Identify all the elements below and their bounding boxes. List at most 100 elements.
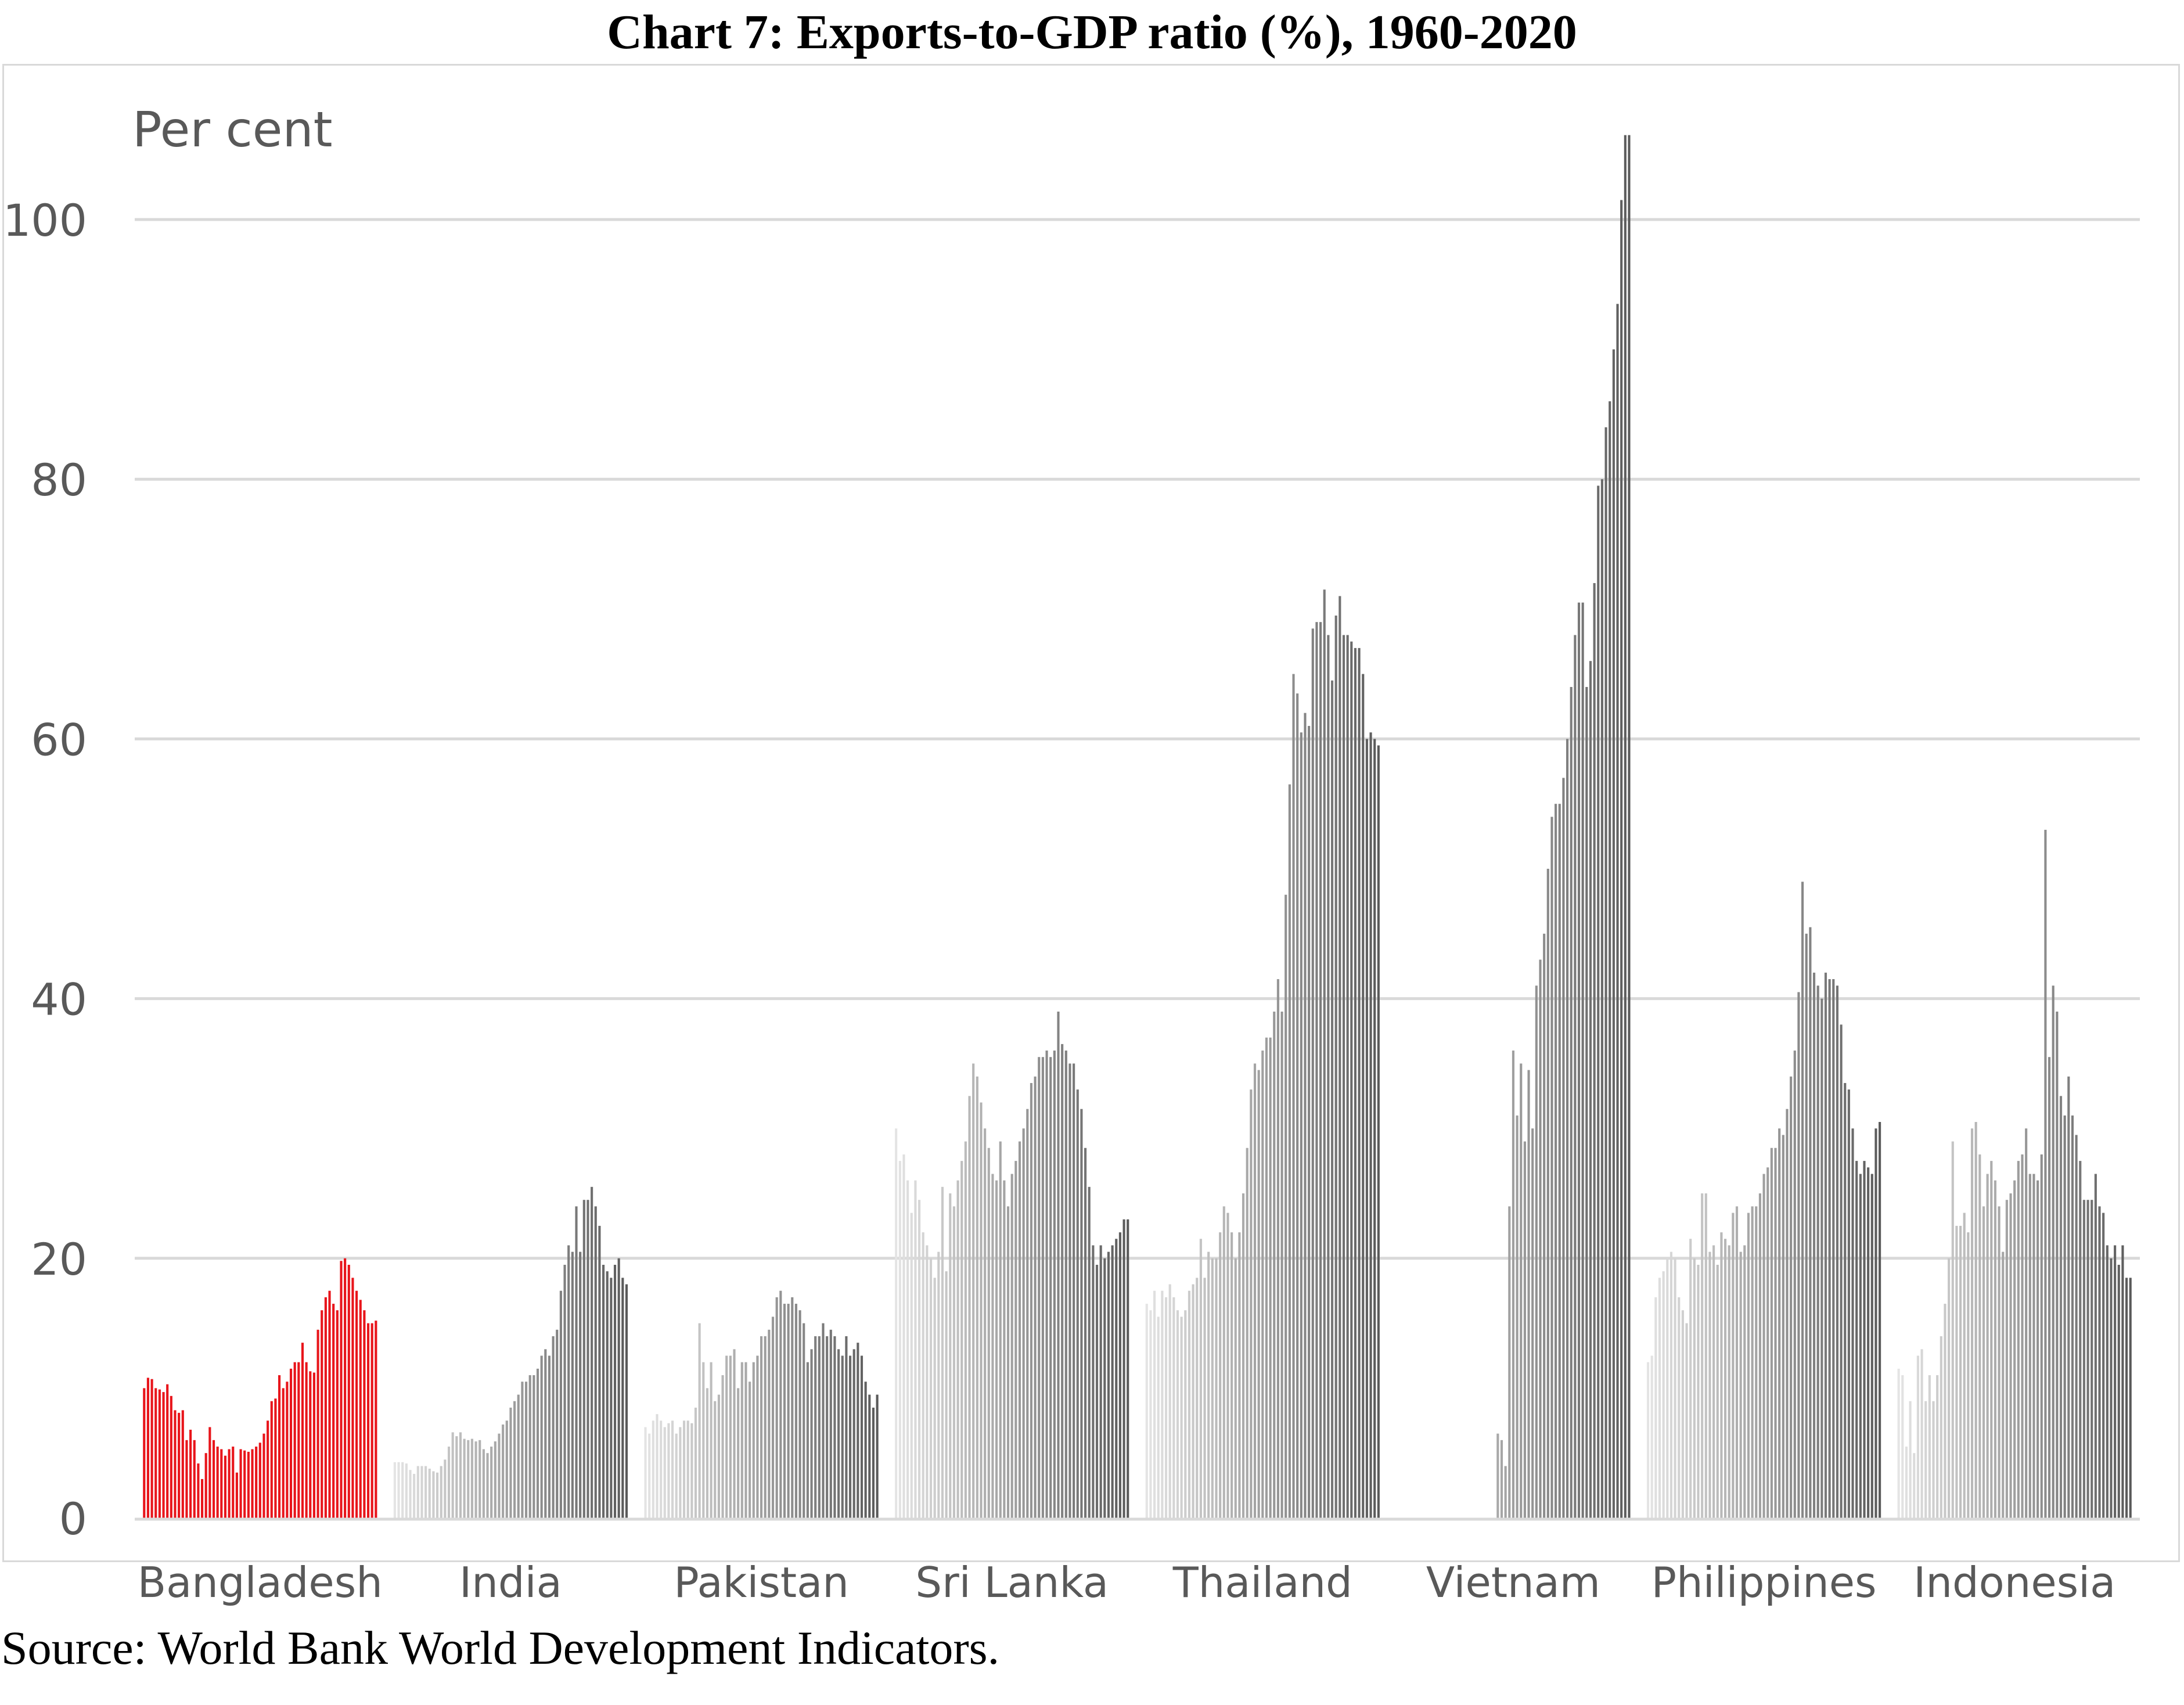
bar [2091,1200,2093,1518]
bar [956,1180,959,1518]
bar [2013,1180,2016,1518]
bar [1315,622,1318,1518]
bar [2056,1011,2059,1518]
bar [1073,1063,1075,1518]
bar [721,1375,724,1518]
bar [1593,583,1596,1518]
bar [729,1355,732,1518]
bar [467,1440,470,1518]
bar [1646,1362,1650,1518]
bar [686,1420,689,1518]
bar [1724,1239,1727,1518]
bar [1207,1251,1210,1518]
bar [1504,1466,1507,1518]
bar [848,1355,852,1518]
bar [154,1388,157,1518]
bar [2044,829,2047,1518]
x-category-label: Thailand [1172,1558,1352,1607]
bar [1153,1290,1156,1518]
bar [740,1362,743,1518]
bar [1339,596,1341,1518]
bar [482,1449,485,1518]
bar [1350,641,1353,1518]
bar [146,1377,149,1518]
bar [502,1425,505,1518]
bar [1879,1122,1881,1518]
bar [2117,1264,2120,1518]
bar-group-philippines [1646,882,1881,1518]
bar [1203,1278,1206,1518]
bar [301,1343,304,1518]
bar [255,1447,258,1518]
bar [1304,713,1307,1518]
bar [952,1206,955,1518]
bar [428,1469,431,1518]
bar [744,1362,747,1518]
gridlines [135,218,2140,1260]
bar [1978,1154,1981,1518]
bar [1280,1011,1283,1518]
bar [1531,1128,1534,1518]
bar-group-sri-lanka [895,1011,1129,1518]
bar [470,1438,473,1518]
y-tick-label: 20 [31,1233,87,1285]
bar [1539,959,1542,1518]
bar [972,1063,975,1518]
bar [926,1245,929,1518]
bar [922,1232,924,1518]
bar [591,1186,593,1518]
bar [2052,985,2055,1518]
bar [1253,1063,1257,1518]
bar [1728,1245,1730,1518]
bar [671,1420,674,1518]
bar [2094,1174,2097,1518]
bar [216,1447,219,1518]
chart-title: Chart 7: Exports-to-GDP ratio (%), 1960-… [607,5,1577,59]
bar [1604,427,1607,1518]
bar [1920,1349,1923,1518]
bar [2002,1251,2005,1518]
bar [370,1323,373,1518]
x-category-label: Pakistan [674,1558,849,1607]
bar [1211,1258,1214,1518]
bar [906,1180,909,1518]
bar [517,1394,520,1518]
bar [1994,1180,1996,1518]
bar [332,1304,335,1518]
bar [1535,985,1538,1518]
bar [1061,1044,1064,1518]
bar [617,1258,620,1518]
bar [1986,1174,1989,1518]
bar [143,1388,146,1518]
bar [833,1336,836,1518]
bar [1222,1206,1225,1518]
bar [1897,1368,1900,1518]
bar [1334,615,1337,1518]
y-tick-label: 60 [31,714,87,765]
bar [1951,1141,1954,1518]
bar [1006,1206,1010,1518]
bar [1014,1161,1017,1518]
bar [1790,1076,1793,1518]
bar [1581,602,1584,1518]
bar [474,1441,477,1518]
y-tick-label: 40 [31,974,87,1026]
bar [1523,1141,1526,1518]
bar [1801,882,1804,1518]
bar [771,1316,775,1518]
bar [1030,1082,1032,1518]
bar [1285,894,1287,1518]
bar [914,1180,917,1518]
bar [725,1355,728,1518]
bar [1816,985,1819,1518]
bar [1589,661,1592,1518]
bar [1739,1251,1742,1518]
bar [575,1206,578,1518]
bar [1828,979,1831,1518]
bar [193,1440,196,1518]
bar [1362,674,1365,1518]
bar [1107,1251,1110,1518]
bar [1678,1297,1681,1518]
bar [2037,1180,2039,1518]
